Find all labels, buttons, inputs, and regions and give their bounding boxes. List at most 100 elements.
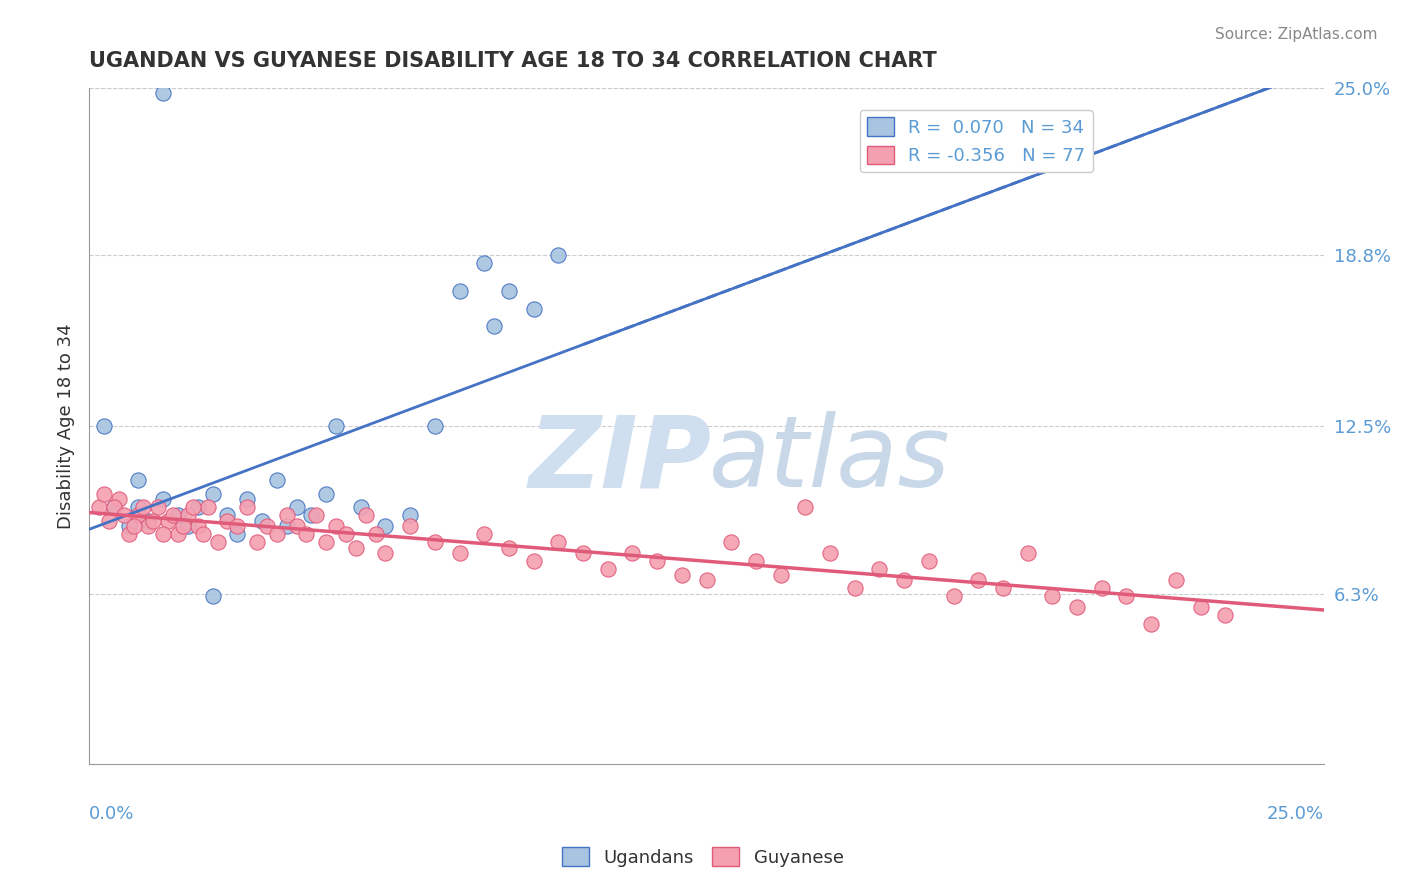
- Point: [201, 486, 224, 500]
- Point: [547, 248, 569, 262]
- Point: [523, 302, 546, 317]
- Point: [572, 418, 595, 433]
- Point: [844, 582, 866, 596]
- Point: [181, 500, 204, 515]
- Point: [142, 514, 165, 528]
- Text: 25.0%: 25.0%: [1267, 805, 1324, 823]
- Point: [201, 590, 224, 604]
- Point: [967, 573, 990, 587]
- Point: [162, 508, 184, 523]
- Point: [250, 514, 273, 528]
- Point: [350, 500, 373, 515]
- Point: [449, 284, 471, 298]
- Point: [246, 535, 269, 549]
- Point: [132, 500, 155, 515]
- Point: [482, 318, 505, 333]
- Y-axis label: Disability Age 18 to 34: Disability Age 18 to 34: [58, 323, 75, 529]
- Point: [97, 514, 120, 528]
- Point: [1091, 582, 1114, 596]
- Text: Source: ZipAtlas.com: Source: ZipAtlas.com: [1215, 27, 1378, 42]
- Point: [295, 527, 318, 541]
- Legend: Ugandans, Guyanese: Ugandans, Guyanese: [555, 840, 851, 874]
- Point: [399, 508, 422, 523]
- Point: [127, 508, 149, 523]
- Point: [266, 527, 288, 541]
- Text: UGANDAN VS GUYANESE DISABILITY AGE 18 TO 34 CORRELATION CHART: UGANDAN VS GUYANESE DISABILITY AGE 18 TO…: [89, 51, 936, 70]
- Point: [645, 554, 668, 568]
- Point: [157, 514, 180, 528]
- Point: [325, 418, 347, 433]
- Point: [596, 562, 619, 576]
- Point: [285, 519, 308, 533]
- Point: [1164, 573, 1187, 587]
- Point: [1040, 590, 1063, 604]
- Point: [918, 554, 941, 568]
- Point: [523, 554, 546, 568]
- Point: [236, 500, 259, 515]
- Point: [498, 541, 520, 555]
- Point: [93, 418, 115, 433]
- Point: [868, 562, 890, 576]
- Point: [177, 519, 200, 533]
- Point: [1066, 600, 1088, 615]
- Point: [1140, 616, 1163, 631]
- Point: [187, 500, 209, 515]
- Point: [152, 491, 174, 506]
- Point: [449, 546, 471, 560]
- Text: atlas: atlas: [709, 411, 950, 508]
- Point: [696, 573, 718, 587]
- Point: [364, 527, 387, 541]
- Point: [207, 535, 229, 549]
- Point: [191, 527, 214, 541]
- Point: [93, 486, 115, 500]
- Point: [117, 527, 139, 541]
- Point: [112, 508, 135, 523]
- Point: [315, 486, 337, 500]
- Point: [107, 491, 129, 506]
- Text: 0.0%: 0.0%: [89, 805, 135, 823]
- Point: [127, 500, 149, 515]
- Point: [1017, 546, 1039, 560]
- Point: [472, 527, 495, 541]
- Point: [152, 527, 174, 541]
- Point: [266, 473, 288, 487]
- Point: [127, 473, 149, 487]
- Point: [621, 546, 644, 560]
- Point: [399, 519, 422, 533]
- Point: [299, 508, 322, 523]
- Point: [217, 514, 239, 528]
- Point: [1189, 600, 1212, 615]
- Point: [374, 546, 396, 560]
- Point: [285, 500, 308, 515]
- Point: [217, 508, 239, 523]
- Point: [671, 567, 693, 582]
- Point: [354, 508, 377, 523]
- Point: [276, 519, 298, 533]
- Point: [226, 527, 249, 541]
- Point: [226, 519, 249, 533]
- Point: [138, 514, 160, 528]
- Point: [1213, 608, 1236, 623]
- Point: [315, 535, 337, 549]
- Point: [305, 508, 328, 523]
- Point: [745, 554, 768, 568]
- Point: [152, 86, 174, 100]
- Point: [103, 500, 125, 515]
- Text: ZIP: ZIP: [529, 411, 711, 508]
- Point: [423, 418, 446, 433]
- Point: [498, 284, 520, 298]
- Point: [547, 535, 569, 549]
- Point: [148, 500, 170, 515]
- Point: [720, 535, 742, 549]
- Point: [1115, 590, 1137, 604]
- Point: [103, 500, 125, 515]
- Point: [177, 508, 200, 523]
- Point: [942, 590, 965, 604]
- Point: [991, 582, 1014, 596]
- Point: [335, 527, 357, 541]
- Point: [276, 508, 298, 523]
- Point: [87, 500, 110, 515]
- Point: [167, 508, 190, 523]
- Point: [117, 519, 139, 533]
- Point: [572, 546, 595, 560]
